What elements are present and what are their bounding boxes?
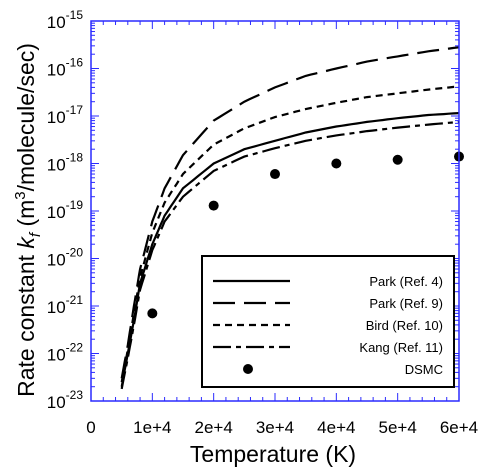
x-tick-label: 4e+4 — [317, 418, 355, 437]
y-tick-label: 10-22 — [47, 341, 84, 365]
x-tick-labels: 0 1e+4 2e+4 3e+4 4e+4 5e+4 6e+4 — [86, 418, 478, 437]
y-axis-title-sup: 3 — [12, 191, 29, 199]
y-axis-title-suffix: /molecule/sec) — [13, 43, 39, 191]
x-tick-label: 6e+4 — [440, 418, 478, 437]
y-tick-label: 10-18 — [47, 151, 84, 175]
legend-label: Park (Ref. 9) — [369, 296, 443, 311]
y-tick-label: 10-17 — [47, 103, 84, 127]
y-tick-label: 10-19 — [47, 198, 84, 222]
x-tick-label: 1e+4 — [133, 418, 171, 437]
y-tick-label: 10-23 — [47, 388, 84, 412]
dsmc-point — [147, 308, 157, 318]
y-axis-title-prefix: Rate constant — [13, 249, 39, 397]
x-tick-label: 2e+4 — [195, 418, 233, 437]
legend-label: Kang (Ref. 11) — [359, 340, 443, 355]
y-tick-labels: 10-23 10-22 10-21 10-20 10-19 10-18 10-17 10-16… — [47, 8, 84, 412]
y-axis-title-mid: (m — [13, 200, 39, 233]
y-axis-title: Rate constant kf (m3/molecule/sec) — [12, 43, 44, 397]
legend-label: Park (Ref. 4) — [369, 274, 443, 289]
y-tick-label: 10-21 — [47, 293, 84, 317]
x-tick-label: 3e+4 — [256, 418, 294, 437]
y-tick-label: 10-16 — [47, 56, 84, 80]
x-axis-title: Temperature (K) — [190, 441, 356, 467]
y-tick-label: 10-15 — [47, 8, 84, 32]
dsmc-point — [270, 169, 280, 179]
legend-marker — [243, 364, 253, 374]
dsmc-point — [209, 201, 219, 211]
legend: Park (Ref. 4) Park (Ref. 9) Bird (Ref. 10)… — [202, 256, 454, 387]
x-tick-label: 0 — [86, 418, 95, 437]
dsmc-point — [393, 155, 403, 165]
legend-label: DSMC — [405, 362, 443, 377]
dsmc-point — [331, 159, 341, 169]
legend-label: Bird (Ref. 10) — [366, 318, 443, 333]
x-tick-label: 5e+4 — [379, 418, 417, 437]
y-tick-label: 10-20 — [47, 246, 84, 270]
